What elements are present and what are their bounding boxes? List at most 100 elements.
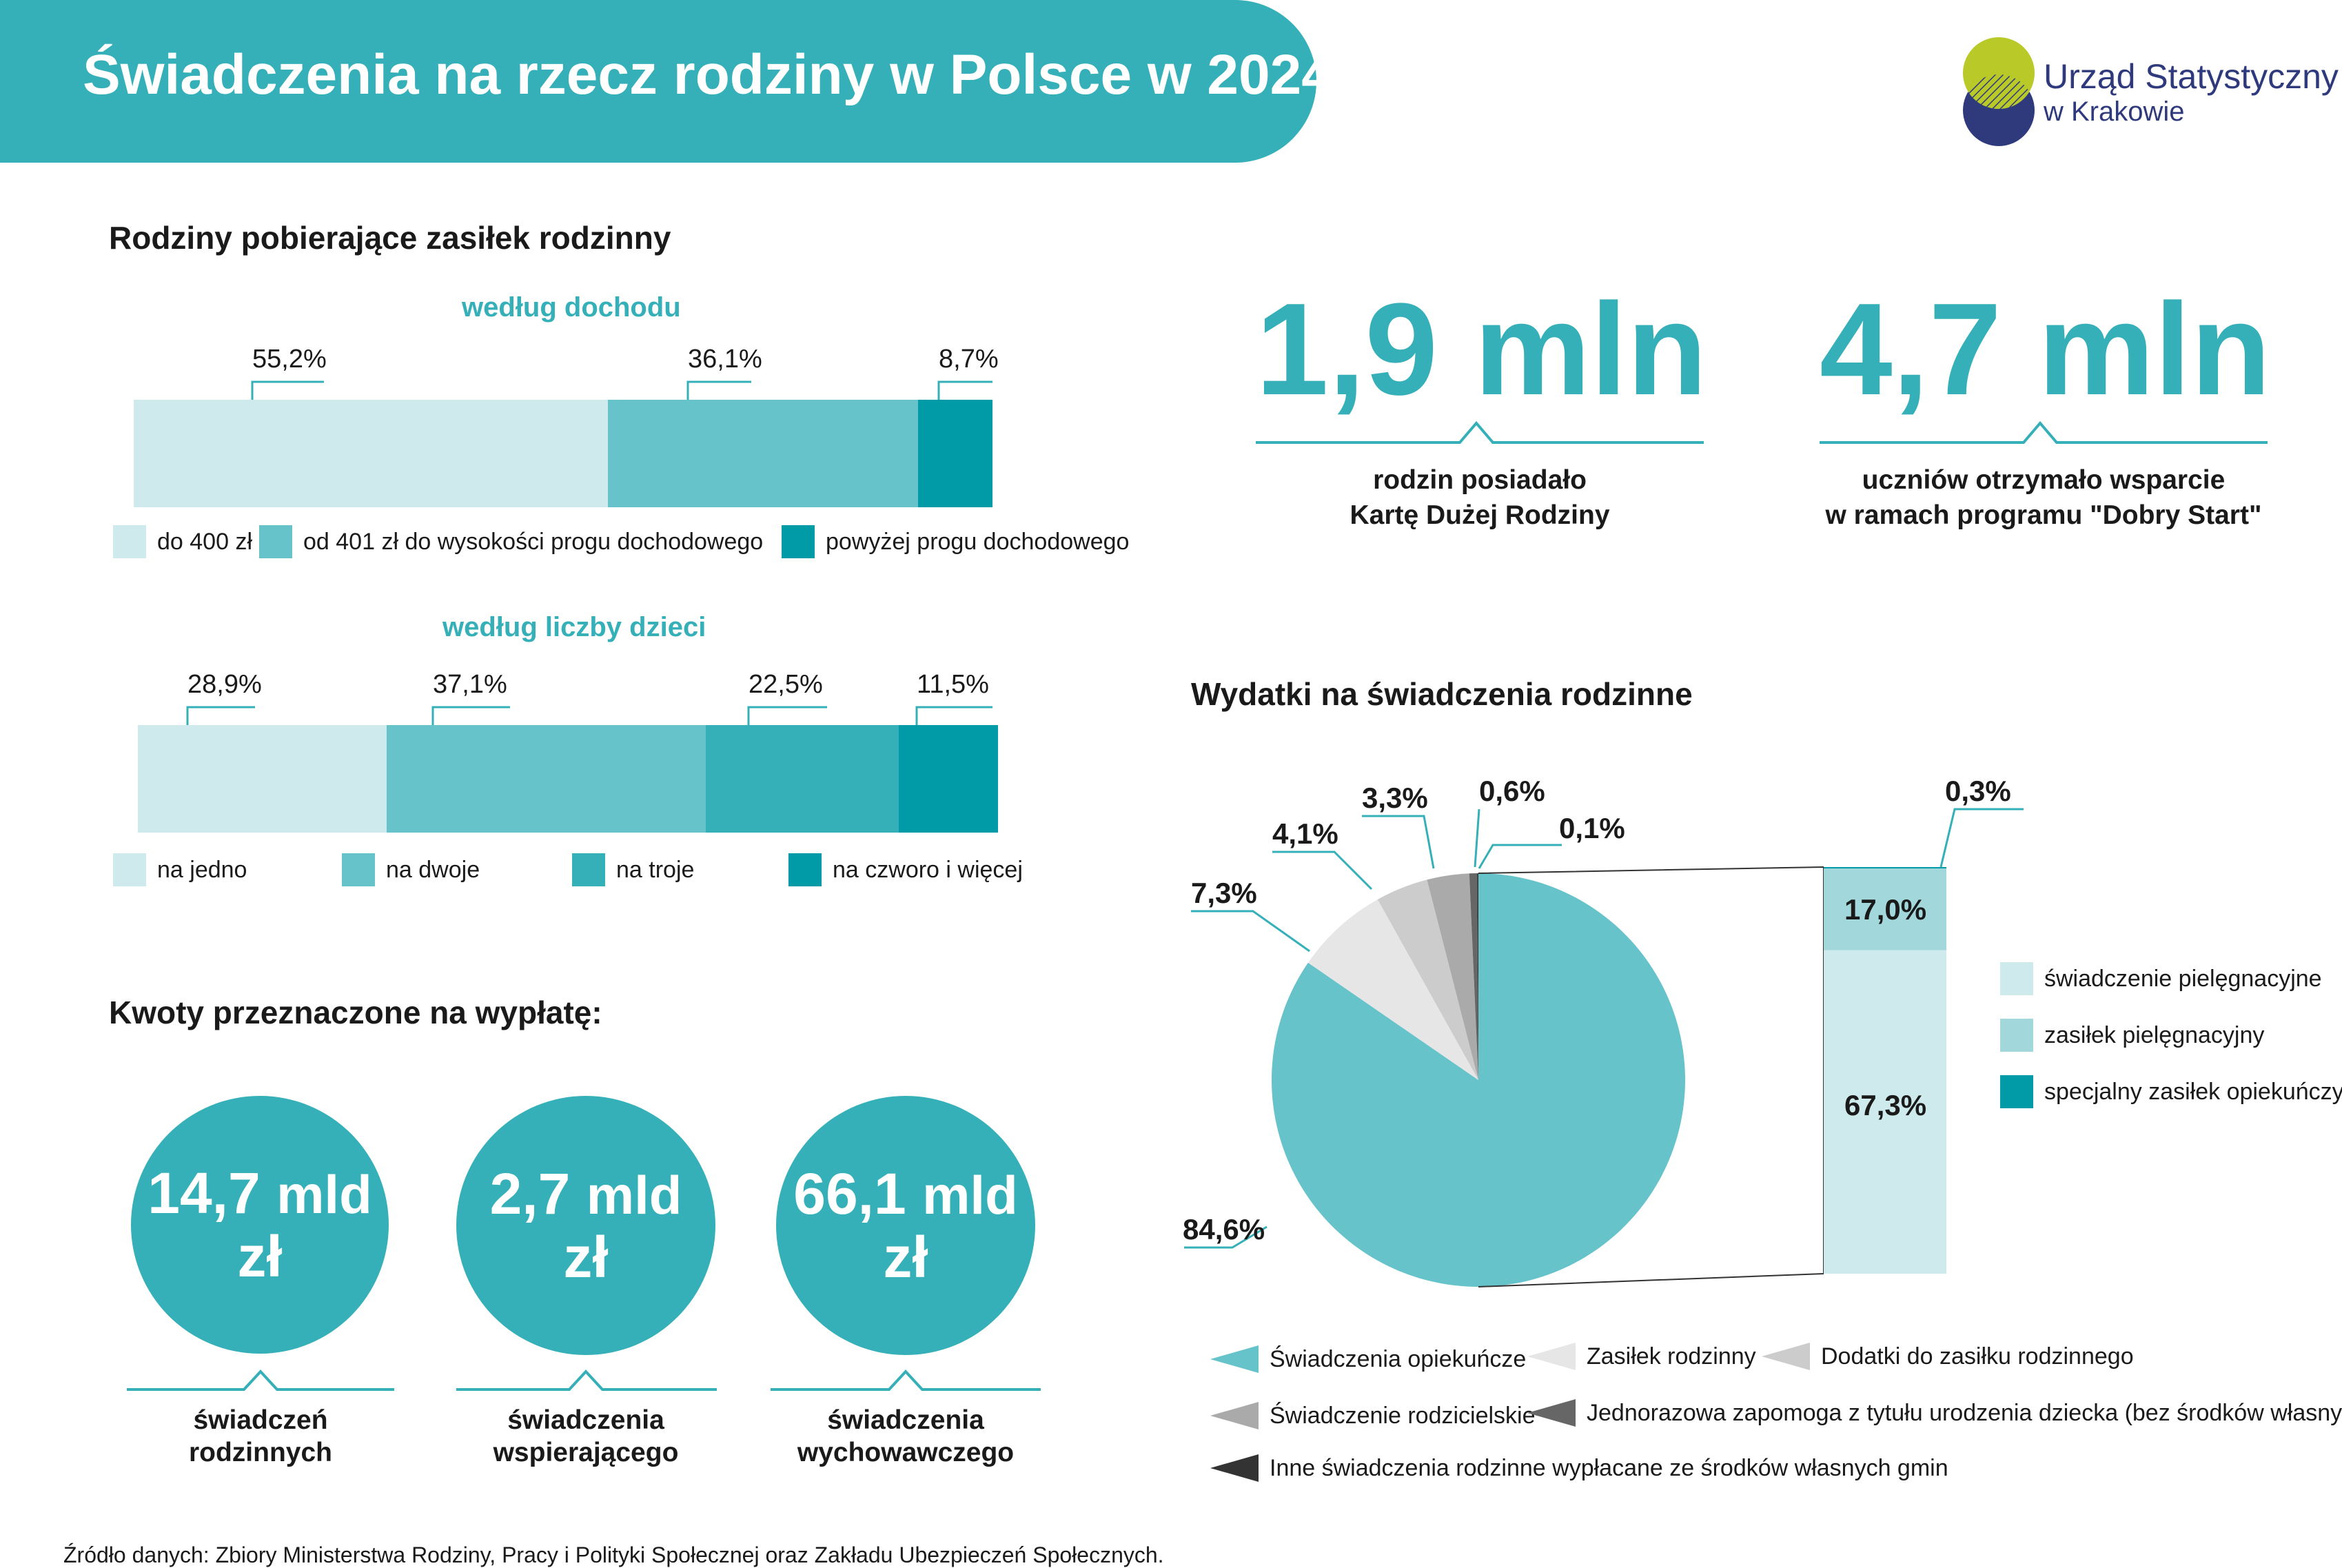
care-column-segment-0 xyxy=(1824,950,1946,1274)
label-leader-line xyxy=(186,706,255,725)
pie-legend-5: Inne świadczenia rodzinne wypłacane ze ś… xyxy=(1210,1454,1948,1482)
expenses-title: Wydatki na świadczenia rodzinne xyxy=(1191,676,1693,712)
caption-line: w ramach programu "Dobry Start" xyxy=(1825,500,2262,530)
pie-label-leader-line xyxy=(1474,808,1480,868)
caption-line: uczniów otrzymało wsparcie xyxy=(1862,465,2226,495)
children-stacked-bar xyxy=(138,725,998,833)
pie-slice-4 xyxy=(1469,873,1478,1080)
triangle-swatch-icon xyxy=(1210,1454,1259,1482)
income-legend-0: do 400 zł xyxy=(113,525,252,558)
income-segment-0 xyxy=(134,400,608,507)
page-title: Świadczenia na rzecz rodziny w Polsce w … xyxy=(83,43,1383,106)
pie-slice-2 xyxy=(1377,879,1478,1080)
care-legend-0: świadczenie pielęgnacyjne xyxy=(2000,962,2322,995)
amount-text: 14,7 mld zł xyxy=(147,1161,372,1289)
income-label-0: 55,2% xyxy=(252,345,327,374)
pie-label-5: 0,1% xyxy=(1559,812,1625,844)
legend-label: powyżej progu dochodowego xyxy=(826,528,1130,555)
care-legend-2: specjalny zasiłek opiekuńczy xyxy=(2000,1075,2342,1108)
source-note: Źródło danych: Zbiory Ministerstwa Rodzi… xyxy=(63,1542,1164,1567)
pie-label-4: 0,6% xyxy=(1479,775,1545,807)
care-label-0: 67,3% xyxy=(1844,1089,1927,1121)
legend-label: Dodatki do zasiłku rodzinnego xyxy=(1821,1343,2134,1370)
label-leader-line xyxy=(686,380,751,400)
caption-line: wspierającego xyxy=(493,1437,679,1467)
amount-currency: zł xyxy=(883,1225,928,1290)
caption-line: wychowawczego xyxy=(797,1437,1015,1467)
amounts-title: Kwoty przeznaczone na wypłatę: xyxy=(109,995,602,1030)
triangle-swatch-icon xyxy=(1527,1343,1576,1370)
stat-students-caption: uczniów otrzymało wsparcie w ramach prog… xyxy=(1792,463,2295,533)
legend-label: Zasiłek rodzinny xyxy=(1587,1343,1756,1370)
amount-unit: mld xyxy=(586,1164,682,1225)
pie-label-0: 84,6% xyxy=(1183,1213,1265,1245)
stat-students-value: 4,7 mln xyxy=(1820,276,2271,422)
amount-currency: zł xyxy=(563,1225,609,1290)
amounts-callout-lines xyxy=(127,1370,1041,1391)
legend-label: świadczenie pielęgnacyjne xyxy=(2044,965,2322,992)
amount-circle-upbringing-benefit: 66,1 mld zł xyxy=(776,1096,1035,1355)
legend-label: na jedno xyxy=(157,856,247,883)
amount-value: 2,7 xyxy=(489,1161,571,1226)
legend-swatch xyxy=(788,853,822,886)
income-label-leaders xyxy=(186,380,992,725)
logo-sub: w Krakowie xyxy=(2044,96,2185,127)
stat-families-caption: rodzin posiadało Kartę Dużej Rodziny xyxy=(1256,463,1704,533)
income-legend-2: powyżej progu dochodowego xyxy=(782,525,1129,558)
legend-label: Świadczenie rodzicielskie xyxy=(1270,1402,1536,1429)
amount-caption-family-benefits: świadczeń rodzinnych xyxy=(127,1405,394,1469)
pie-legend-4: Jednorazowa zapomoga z tytułu urodzenia … xyxy=(1527,1399,2342,1427)
pie-slice-3 xyxy=(1427,873,1478,1080)
children-legend-3: na czworo i więcej xyxy=(788,853,1023,886)
stat-families-value: 1,9 mln xyxy=(1256,276,1707,422)
income-stacked-bar xyxy=(134,400,992,507)
amount-text: 2,7 mld zł xyxy=(489,1161,682,1290)
amount-currency: zł xyxy=(237,1224,283,1289)
care-legend-1: zasiłek pielęgnacyjny xyxy=(2000,1019,2264,1052)
legend-label: Świadczenia opiekuńcze xyxy=(1270,1345,1527,1372)
caption-line: świadczenia xyxy=(827,1405,984,1435)
logo-name: Urząd Statystyczny xyxy=(2044,57,2339,96)
amount-circle-support-benefit: 2,7 mld zł xyxy=(456,1096,715,1355)
children-segment-2 xyxy=(705,725,899,833)
pie-label-3: 3,3% xyxy=(1362,782,1428,814)
pie-label-leader-line xyxy=(1272,851,1373,890)
family-allowance-title: Rodziny pobierające zasiłek rodzinny xyxy=(109,220,671,256)
legend-swatch xyxy=(2000,1019,2033,1052)
pie-label-leader-line xyxy=(1478,844,1562,869)
pie-slice-1 xyxy=(1307,899,1478,1080)
amount-text: 66,1 mld zł xyxy=(793,1161,1018,1290)
legend-label: zasiłek pielęgnacyjny xyxy=(2044,1021,2265,1048)
legend-swatch xyxy=(2000,962,2033,995)
amount-circle-family-benefits: 14,7 mld zł xyxy=(131,1096,389,1354)
caption-line: Kartę Dużej Rodziny xyxy=(1350,500,1610,530)
income-label-1: 36,1% xyxy=(688,345,762,374)
children-segment-3 xyxy=(899,725,998,833)
stats-callout-lines xyxy=(1256,420,2268,444)
pie-label-2: 4,1% xyxy=(1272,817,1338,850)
label-leader-line xyxy=(747,706,827,725)
pie-legend-0: Świadczenia opiekuńcze xyxy=(1210,1345,1526,1373)
pie-label-leader-line xyxy=(1939,808,2024,868)
amount-unit: mld xyxy=(276,1163,372,1225)
pie-label-leader-line xyxy=(1191,910,1310,953)
income-chart-title: według dochodu xyxy=(462,292,681,323)
amount-caption-support-benefit: świadczenia wspierającego xyxy=(452,1405,720,1469)
pie-legend-1: Zasiłek rodzinny xyxy=(1527,1343,1756,1370)
legend-swatch xyxy=(342,853,375,886)
pie-label-leader-line xyxy=(1362,815,1435,869)
triangle-swatch-icon xyxy=(1210,1402,1259,1429)
amount-value: 66,1 xyxy=(793,1161,906,1226)
triangle-swatch-icon xyxy=(1527,1399,1576,1427)
income-segment-2 xyxy=(917,400,992,507)
triangle-swatch-icon xyxy=(1210,1345,1259,1373)
caption-line: świadczeń xyxy=(193,1405,328,1435)
legend-label: Jednorazowa zapomoga z tytułu urodzenia … xyxy=(1587,1399,2342,1426)
legend-label: od 401 zł do wysokości progu dochodowego xyxy=(303,528,764,555)
legend-swatch xyxy=(113,853,146,886)
legend-label: na troje xyxy=(616,856,695,883)
children-segment-0 xyxy=(138,725,387,833)
legend-label: do 400 zł xyxy=(157,528,252,555)
children-legend-0: na jedno xyxy=(113,853,247,886)
legend-label: na czworo i więcej xyxy=(833,856,1023,883)
